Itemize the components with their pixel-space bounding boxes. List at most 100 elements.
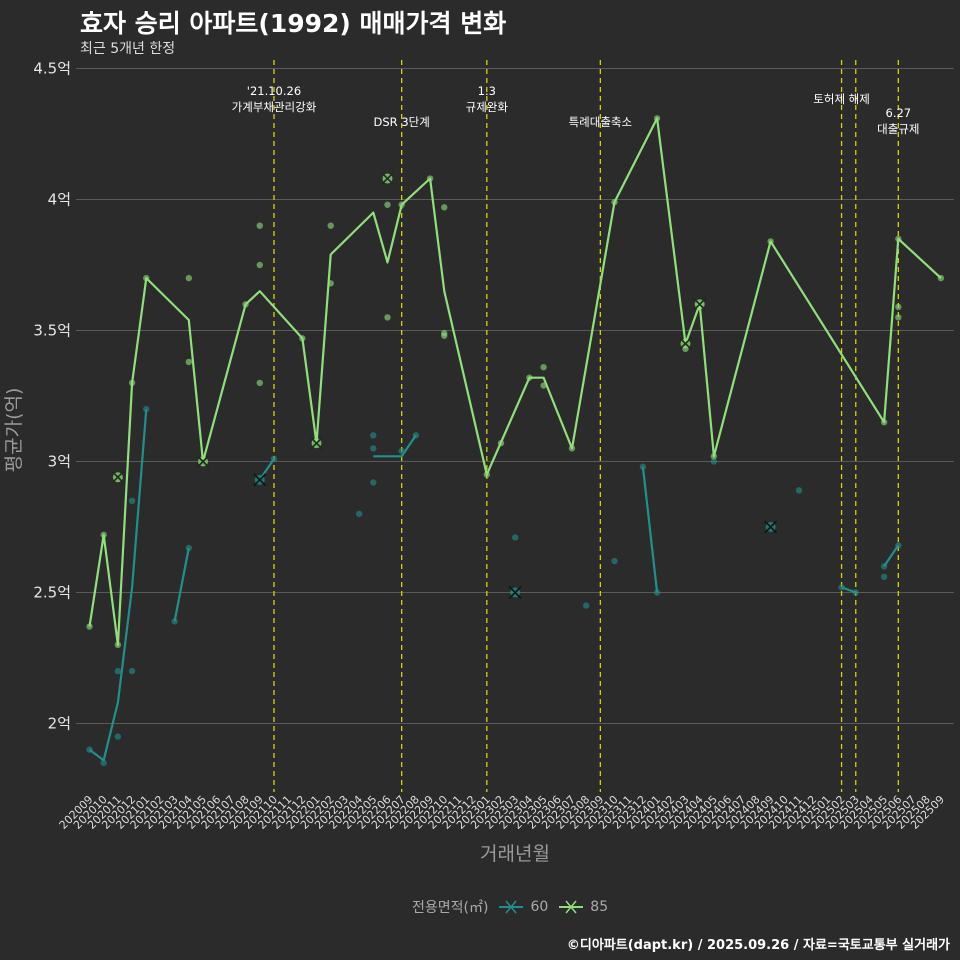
series-60-point bbox=[86, 746, 93, 753]
event-label: 1.3 규제완화 bbox=[466, 84, 509, 114]
legend-key-85: 85 bbox=[558, 899, 608, 915]
legend-swatch-60 bbox=[499, 900, 524, 914]
series-60-cross-marker bbox=[253, 473, 267, 487]
y-tick-label: 2.5억 bbox=[33, 584, 71, 602]
series-60-point bbox=[398, 447, 405, 455]
series-60-point bbox=[880, 573, 888, 580]
series-85-point bbox=[483, 471, 491, 478]
series-85-point bbox=[895, 235, 902, 242]
series-60-point bbox=[412, 432, 420, 439]
series-60-line bbox=[373, 434, 417, 458]
chart-subtitle: 최근 5개년 한정 bbox=[80, 41, 176, 57]
source-caption: ©디아파트(dapt.kr) / 2025.09.26 / 자료=국토교통부 실… bbox=[566, 938, 950, 953]
series-85-point bbox=[242, 301, 249, 308]
series-85-point bbox=[114, 641, 122, 649]
series-85-point bbox=[384, 201, 391, 208]
series-85-cross-marker bbox=[693, 297, 707, 311]
series-85-point bbox=[398, 201, 405, 208]
series-85-point bbox=[895, 314, 902, 321]
series-85-point bbox=[441, 204, 448, 211]
series-60-point bbox=[100, 759, 107, 766]
series-60-point bbox=[582, 602, 590, 609]
series-60-line bbox=[173, 547, 190, 622]
series-85-point bbox=[611, 198, 618, 206]
series-85-point bbox=[426, 175, 434, 182]
legend-swatch-85 bbox=[559, 900, 584, 914]
series-60-cross-marker bbox=[508, 585, 522, 600]
series-85-cross-marker bbox=[196, 454, 210, 469]
series-85-point bbox=[100, 531, 107, 539]
series-85-point bbox=[143, 274, 150, 282]
series-60-point bbox=[639, 463, 647, 470]
event-label: DSR 3단계 bbox=[374, 115, 430, 129]
series-85-point bbox=[937, 274, 945, 282]
series-60-point bbox=[185, 544, 193, 552]
legend-title: 전용면적(㎡) bbox=[412, 900, 489, 916]
series-85-point bbox=[767, 238, 774, 245]
event-label: '21.10.26 가계부채관리강화 bbox=[232, 84, 317, 114]
series-60-point bbox=[653, 589, 661, 596]
series-60-point bbox=[880, 563, 888, 570]
series-60-point bbox=[114, 733, 122, 740]
series-85-point bbox=[441, 332, 448, 339]
y-tick-label: 4.5억 bbox=[33, 60, 71, 78]
series-60-point bbox=[128, 667, 136, 675]
series-60-point bbox=[370, 479, 377, 486]
series-85-cross-marker bbox=[111, 470, 125, 484]
series-60-line bbox=[88, 409, 148, 762]
series-85-point bbox=[327, 222, 334, 229]
series-60-point bbox=[370, 432, 377, 439]
series-60-point bbox=[795, 487, 803, 494]
legend-key-60: 60 bbox=[498, 899, 548, 915]
series-60-point bbox=[710, 458, 718, 465]
legend: 전용면적(㎡) 60 85 bbox=[412, 897, 608, 917]
series-85-point bbox=[299, 335, 306, 342]
series-60-point bbox=[143, 405, 150, 413]
series-85-point bbox=[540, 382, 547, 389]
series-85-point bbox=[384, 314, 391, 321]
series-85-point bbox=[128, 379, 136, 387]
event-label: 특례대출축소 bbox=[569, 115, 632, 129]
series-85-point bbox=[327, 280, 334, 287]
series-60-cross-marker bbox=[764, 520, 778, 534]
series-60-point bbox=[852, 589, 859, 596]
series-85-cross-marker bbox=[309, 436, 324, 450]
y-tick-label: 3억 bbox=[48, 453, 71, 471]
y-tick-label: 4억 bbox=[48, 191, 71, 209]
series-60-point bbox=[355, 510, 363, 518]
x-axis-label: 거래년월 bbox=[480, 843, 550, 865]
series-60-point bbox=[114, 667, 122, 675]
series-60-point bbox=[512, 534, 519, 541]
y-tick-label: 2억 bbox=[48, 715, 71, 733]
series-85-point bbox=[653, 115, 661, 122]
legend-label-85: 85 bbox=[590, 899, 609, 915]
series-85-point bbox=[86, 623, 93, 630]
series-85-point bbox=[185, 358, 193, 366]
series-85-point bbox=[256, 379, 263, 387]
series-60-point bbox=[270, 455, 278, 463]
series-85-point bbox=[497, 439, 505, 447]
legend-label-60: 60 bbox=[530, 899, 549, 915]
event-label: 토허제 해제 bbox=[813, 92, 870, 106]
series-85-point bbox=[185, 274, 193, 282]
series-85-cross-marker bbox=[380, 171, 395, 186]
series-85-cross-marker bbox=[678, 337, 693, 351]
series-60-point bbox=[895, 542, 902, 549]
event-label: 6.27 대출규제 bbox=[877, 106, 919, 136]
series-85-point bbox=[526, 374, 533, 381]
y-tick-label: 3.5억 bbox=[33, 322, 71, 340]
series-60-line bbox=[883, 544, 900, 567]
series-60-point bbox=[171, 618, 178, 625]
series-85-point bbox=[895, 303, 902, 311]
chart-title: 효자 승리 아파트(1992) 매매가격 변화 bbox=[80, 9, 507, 38]
series-85-point bbox=[256, 222, 263, 229]
series-60-point bbox=[611, 557, 618, 565]
series-85-point bbox=[710, 453, 718, 460]
series-85-point bbox=[880, 419, 888, 426]
series-60-point bbox=[128, 497, 136, 504]
series-60-point bbox=[838, 584, 845, 591]
series-85-line bbox=[88, 117, 942, 647]
series-60-point bbox=[370, 445, 377, 452]
series-85-point bbox=[256, 261, 263, 269]
